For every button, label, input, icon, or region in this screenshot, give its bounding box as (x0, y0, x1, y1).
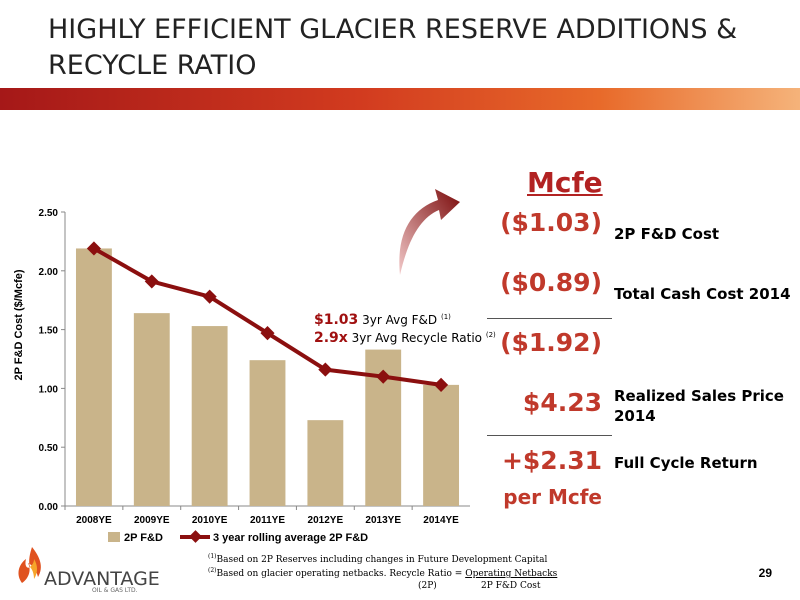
x-tick-label: 2010YE (192, 515, 228, 526)
footnote-1: (1)Based on 2P Reserves including change… (208, 553, 547, 565)
summary-value-sales-price: $4.23 (522, 388, 602, 417)
footnote-2-numerator: Operating Netbacks (465, 569, 558, 579)
y-axis-label: 2P F&D Cost ($/Mcfe) (13, 269, 25, 380)
x-tick-label: 2011YE (250, 515, 285, 526)
annotation-sup-2: (2) (485, 331, 496, 339)
footnote-2-denom-right: 2P F&D Cost (481, 581, 541, 591)
y-tick-label: 2.50 (39, 208, 59, 219)
red-banner (0, 88, 800, 110)
x-tick-label: 2014YE (423, 515, 459, 526)
per-mcfe-label: per Mcfe (503, 485, 602, 509)
summary-value-fd-cost: ($1.03) (500, 208, 602, 237)
bar (133, 313, 170, 506)
page-title: HIGHLY EFFICIENT GLACIER RESERVE ADDITIO… (48, 14, 738, 81)
line-point (86, 241, 101, 256)
footnote-2: (2)Based on glacier operating netbacks. … (208, 567, 557, 579)
bar (249, 360, 286, 506)
footnote-2-sup: (2) (208, 567, 217, 574)
annotation-text-2: 3yr Avg Recycle Ratio (351, 331, 483, 345)
line-point (318, 362, 333, 377)
summary-value-cash-cost: ($0.89) (500, 268, 602, 297)
summary-header: Mcfe (527, 166, 603, 199)
annotation-sup-1: (1) (440, 313, 451, 321)
divider (487, 318, 612, 319)
line-point (376, 369, 391, 384)
line-point (144, 274, 159, 289)
legend-swatch-bar (108, 532, 120, 542)
annotation-line-2: 2.9x 3yr Avg Recycle Ratio (2) (314, 330, 496, 346)
summary-label-fd-cost: 2P F&D Cost (614, 225, 720, 243)
summary-value-total-cost: ($1.92) (500, 328, 602, 357)
annotation-text-1: 3yr Avg F&D (362, 313, 438, 327)
bar (307, 420, 344, 506)
line-point (202, 289, 217, 304)
y-tick-label: 1.00 (39, 384, 59, 395)
flame-logo-icon (18, 547, 41, 583)
line-point (260, 326, 275, 341)
annotation-value-1: $1.03 (314, 312, 359, 328)
summary-label-return: Full Cycle Return (614, 454, 758, 472)
bar (75, 248, 112, 506)
x-tick-label: 2009YE (134, 515, 170, 526)
footnote-2-denom-left: (2P) (418, 581, 437, 591)
y-tick-label: 1.50 (39, 326, 59, 337)
summary-label-sales-price: Realized Sales Price 2014 (614, 387, 784, 425)
x-tick-label: 2008YE (76, 515, 112, 526)
footnote-1-text: Based on 2P Reserves including changes i… (216, 555, 548, 565)
curved-arrow-icon (399, 189, 460, 275)
x-tick-label: 2013YE (365, 515, 401, 526)
footnote-1-sup: (1) (208, 553, 217, 560)
annotation-value-2: 2.9x (314, 330, 348, 346)
chart: 2P F&D Cost ($/Mcfe) 0.00 0.50 1.00 1.50 2.0… (13, 208, 470, 544)
x-tick-label: 2012YE (308, 515, 344, 526)
bar (191, 326, 228, 506)
company-logo-text: ADVANTAGE (44, 568, 160, 590)
summary-label-cash-cost: Total Cash Cost 2014 (614, 285, 791, 303)
y-tick-label: 0.50 (39, 443, 59, 454)
divider (487, 435, 612, 436)
bar (423, 384, 460, 506)
company-logo-subtext: OIL & GAS LTD. (92, 587, 138, 594)
summary-value-return: +$2.31 (501, 446, 602, 475)
legend-label-bar: 2P F&D (124, 532, 163, 544)
annotation-line-1: $1.03 3yr Avg F&D (1) (314, 312, 451, 328)
line-point (434, 377, 449, 392)
page-number: 29 (758, 566, 772, 580)
y-tick-label: 0.00 (39, 502, 59, 513)
footnote-2-text: Based on glacier operating netbacks. Rec… (216, 569, 466, 579)
legend-swatch-marker (189, 530, 202, 543)
legend-label-line: 3 year rolling average 2P F&D (213, 532, 368, 544)
y-tick-label: 2.00 (39, 267, 59, 278)
